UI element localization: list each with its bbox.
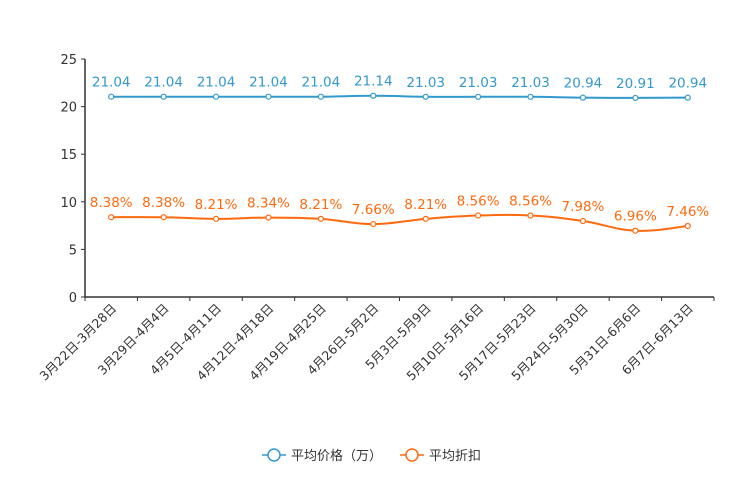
data-label: 7.98% xyxy=(562,199,605,215)
data-label: 8.56% xyxy=(457,194,500,210)
data-label: 8.38% xyxy=(142,195,185,211)
data-point xyxy=(579,217,587,225)
data-label: 21.04 xyxy=(92,75,131,91)
series-line-2 xyxy=(111,213,688,232)
data-point xyxy=(422,215,429,222)
data-label: 8.56% xyxy=(509,194,552,210)
data-point xyxy=(108,214,115,221)
data-point xyxy=(632,94,639,102)
data-label: 21.03 xyxy=(511,75,550,91)
data-label: 7.66% xyxy=(352,202,395,218)
data-label: 21.04 xyxy=(302,75,341,91)
legend-marker-icon xyxy=(267,448,281,462)
data-label: 8.21% xyxy=(299,197,342,213)
legend-marker-icon xyxy=(405,448,419,462)
data-label: 8.34% xyxy=(247,196,290,212)
y-tick-label: 15 xyxy=(60,148,77,163)
data-label: 8.21% xyxy=(404,197,447,213)
data-point xyxy=(160,214,167,221)
data-point xyxy=(632,227,639,234)
data-point xyxy=(527,93,534,100)
data-point xyxy=(317,215,324,222)
data-label: 21.04 xyxy=(197,75,236,91)
data-point xyxy=(265,93,272,100)
data-point xyxy=(212,215,220,222)
data-label: 21.04 xyxy=(144,75,183,91)
data-point xyxy=(370,220,377,228)
data-label: 20.91 xyxy=(616,76,655,92)
data-point xyxy=(160,93,167,100)
data-point xyxy=(422,93,429,100)
data-point xyxy=(212,93,220,100)
data-point xyxy=(370,92,377,99)
data-label: 21.14 xyxy=(354,74,393,90)
data-point xyxy=(579,94,587,101)
data-label: 8.21% xyxy=(195,197,238,213)
legend-label: 平均价格（万） xyxy=(291,448,382,464)
series-line-1 xyxy=(111,94,688,99)
data-point xyxy=(684,94,691,101)
data-point xyxy=(317,93,324,100)
data-label: 21.03 xyxy=(459,75,498,91)
data-point xyxy=(265,214,272,221)
y-tick-label: 20 xyxy=(60,101,77,116)
y-tick-label: 5 xyxy=(69,243,77,258)
y-tick-label: 0 xyxy=(69,291,77,306)
legend-label: 平均折扣 xyxy=(429,449,481,464)
data-label: 8.38% xyxy=(90,195,133,211)
data-label: 21.04 xyxy=(249,75,288,91)
data-label: 20.94 xyxy=(668,76,707,92)
data-point xyxy=(108,93,115,100)
data-point xyxy=(475,212,482,219)
data-point xyxy=(475,93,482,100)
data-label: 21.03 xyxy=(406,75,445,91)
y-tick-label: 10 xyxy=(60,196,77,211)
data-label: 20.94 xyxy=(564,76,603,92)
data-point xyxy=(527,212,534,219)
data-point xyxy=(684,222,691,230)
data-label: 7.46% xyxy=(666,204,709,220)
data-label: 6.96% xyxy=(614,209,657,225)
y-tick-label: 25 xyxy=(60,53,77,68)
